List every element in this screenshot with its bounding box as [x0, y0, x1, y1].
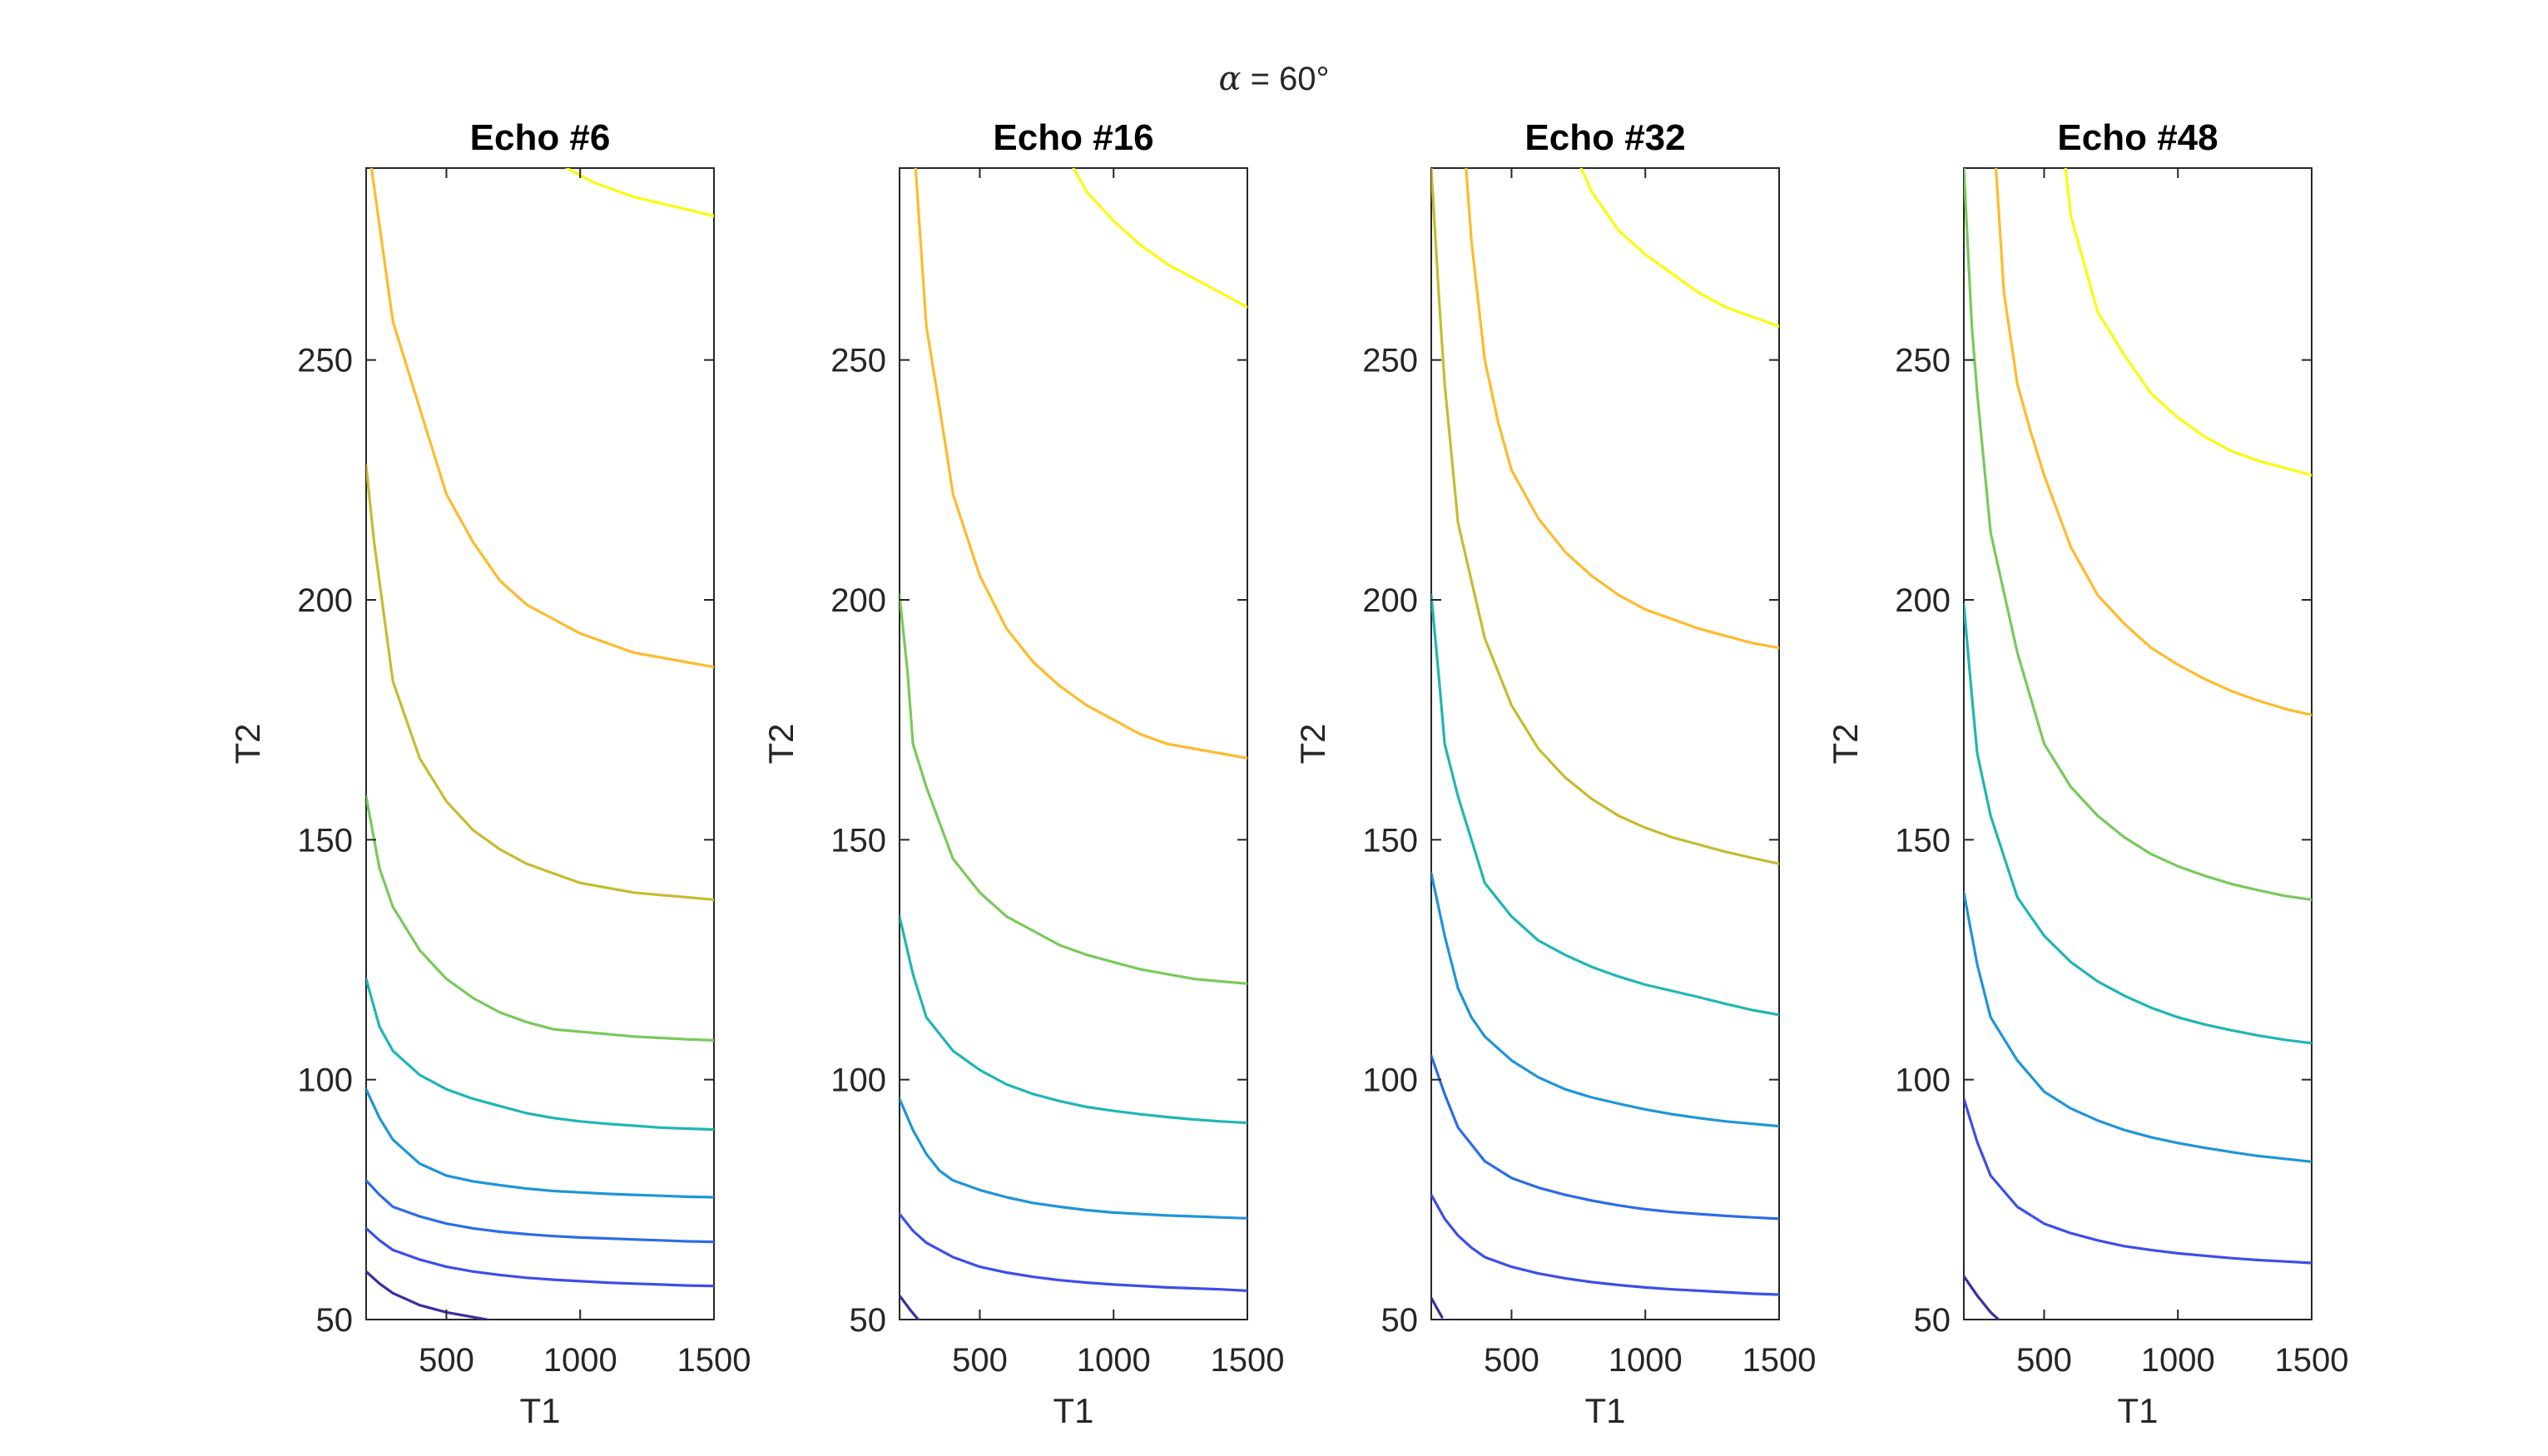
contour-line-2 [914, 168, 1247, 760]
x-tick-label: 1500 [1742, 1342, 1817, 1379]
contour-line-7 [366, 1179, 714, 1244]
y-tick-label: 100 [297, 1062, 353, 1099]
contour-line-5 [1964, 891, 2312, 1163]
x-tick-label: 1000 [1077, 1342, 1151, 1379]
y-tick-label: 150 [830, 822, 886, 859]
contour-line-7 [1431, 1193, 1779, 1296]
y-tick-label: 100 [1895, 1062, 1951, 1099]
subplot-title: Echo #32 [1524, 117, 1685, 158]
contour-line-6 [900, 1212, 1247, 1292]
y-tick-label: 50 [316, 1302, 354, 1339]
y-axis-label: T2 [1293, 723, 1332, 764]
suptitle-rest: = 60° [1241, 61, 1329, 97]
y-tick-label: 200 [1895, 582, 1951, 619]
y-tick-label: 50 [1381, 1302, 1419, 1339]
contour-line-3 [1431, 168, 1779, 865]
x-tick-label: 1500 [1211, 1342, 1285, 1379]
x-tick-label: 1500 [2275, 1342, 2349, 1379]
contour-line-3 [1964, 168, 2312, 901]
y-axis-label: T2 [1826, 723, 1865, 764]
contour-line-2 [369, 168, 714, 669]
contour-group [900, 168, 1247, 1320]
suptitle-alpha: α [1218, 60, 1241, 98]
contour-line-1 [2064, 168, 2312, 477]
subplot-2: Echo #16 500 1000 1500 50 100 150 200 250 T1 T2 [761, 117, 1284, 1430]
y-tick-label: 250 [1895, 343, 1951, 379]
x-tick-label: 500 [419, 1342, 474, 1379]
y-tick-label: 150 [297, 822, 353, 859]
subplot-1: Echo #6 500 1000 1500 50 100 150 200 250 T1 T2 [228, 117, 751, 1430]
y-tick-label: 200 [1362, 582, 1418, 619]
x-tick-label: 500 [2016, 1342, 2072, 1379]
contour-line-1 [1579, 168, 1779, 328]
contour-line-7 [900, 1294, 920, 1320]
contour-line-7 [1964, 1275, 2000, 1320]
x-tick-label: 1000 [2141, 1342, 2215, 1379]
x-axis-label: T1 [1053, 1391, 1093, 1430]
y-tick-label: 250 [830, 343, 886, 379]
y-tick-label: 200 [297, 582, 353, 619]
subplot-title: Echo #48 [2057, 117, 2218, 158]
x-axis-label: T1 [2117, 1391, 2158, 1430]
contour-line-8 [366, 1226, 714, 1288]
x-axis-label: T1 [1584, 1391, 1625, 1430]
subplot-4: Echo #48 500 1000 1500 50 100 150 200 250 T1 T2 [1826, 117, 2348, 1430]
y-tick-label: 150 [1362, 822, 1418, 859]
axes-frame [899, 167, 1248, 1320]
contour-line-4 [900, 915, 1247, 1125]
y-tick-label: 250 [1362, 343, 1418, 379]
contour-line-5 [366, 978, 714, 1132]
contour-group [1964, 168, 2312, 1320]
y-axis-label: T2 [228, 723, 267, 764]
contour-line-5 [900, 1097, 1247, 1220]
contour-line-6 [1964, 1097, 2312, 1265]
x-tick-label: 1500 [677, 1342, 751, 1379]
contour-group [1431, 168, 1779, 1319]
y-tick-label: 50 [850, 1302, 887, 1339]
x-tick-label: 500 [952, 1342, 1008, 1379]
x-tick-label: 1000 [543, 1342, 617, 1379]
contour-line-5 [1431, 872, 1779, 1128]
contour-line-2 [1465, 168, 1779, 650]
contour-line-8 [1431, 1296, 1444, 1319]
axes-frame [365, 167, 715, 1320]
subplot-title: Echo #6 [470, 117, 611, 158]
y-tick-label: 100 [830, 1062, 886, 1099]
contour-line-3 [366, 463, 714, 901]
contour-line-4 [366, 795, 714, 1042]
contour-group [366, 168, 714, 1320]
y-tick-label: 150 [1895, 822, 1951, 859]
contour-line-1 [1072, 168, 1247, 309]
contour-line-4 [1964, 603, 2312, 1045]
x-axis-label: T1 [519, 1391, 560, 1430]
contour-line-3 [900, 593, 1247, 985]
y-tick-label: 50 [1914, 1302, 1951, 1339]
y-axis-label: T2 [761, 723, 801, 764]
x-tick-label: 1000 [1609, 1342, 1683, 1379]
contour-line-6 [1431, 1054, 1779, 1221]
y-tick-label: 200 [830, 582, 886, 619]
y-tick-label: 100 [1362, 1062, 1418, 1099]
subplot-title: Echo #16 [993, 117, 1153, 158]
axes-frame [1430, 167, 1780, 1320]
subplot-3: Echo #32 500 1000 1500 50 100 150 200 250 T1 T2 [1293, 117, 1816, 1430]
x-tick-label: 500 [1484, 1342, 1539, 1379]
axes-frame [1963, 167, 2313, 1320]
figure-suptitle: α = 60° [1218, 60, 1329, 98]
contour-line-1 [565, 168, 714, 218]
y-tick-label: 250 [297, 343, 353, 379]
contour-line-2 [1995, 168, 2312, 716]
contour-line-4 [1431, 593, 1779, 1017]
contour-line-6 [366, 1087, 714, 1199]
contour-line-9 [366, 1270, 488, 1320]
